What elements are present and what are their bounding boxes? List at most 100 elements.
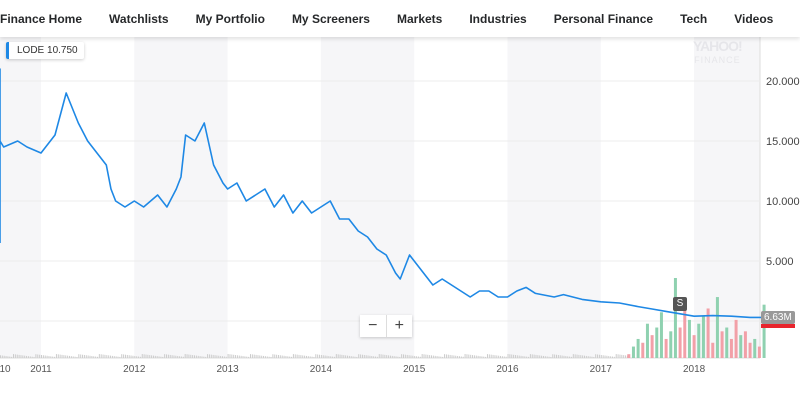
volume-bar — [235, 355, 237, 358]
split-marker[interactable]: S — [673, 297, 687, 311]
nav-item-my-portfolio[interactable]: My Portfolio — [195, 11, 265, 26]
volume-bar — [589, 356, 591, 358]
volume-bar — [147, 354, 149, 358]
volume-bar — [113, 356, 115, 358]
volume-bar — [425, 354, 427, 358]
volume-bar — [399, 356, 401, 358]
volume-bar — [361, 354, 363, 358]
volume-bar — [186, 354, 188, 358]
volume-bar — [697, 323, 701, 358]
volume-bar — [451, 355, 453, 358]
volume-bar — [61, 354, 63, 358]
volume-bar — [124, 354, 126, 358]
x-tick-label: 2017 — [590, 364, 613, 375]
nav-item-videos[interactable]: Videos — [734, 11, 774, 26]
volume-bar — [655, 327, 659, 358]
volume-bar — [70, 356, 72, 358]
volume-bar — [729, 338, 733, 358]
x-tick-label: 2016 — [496, 364, 519, 375]
volume-bar — [11, 356, 13, 358]
volume-bar — [595, 354, 597, 358]
zoom-in-button[interactable]: + — [394, 317, 404, 334]
volume-bar — [48, 356, 50, 358]
volume-bar — [134, 356, 136, 358]
volume-bar — [725, 327, 729, 358]
volume-bar — [373, 356, 375, 358]
x-tick-label: 2013 — [216, 364, 239, 375]
volume-bar — [472, 355, 474, 358]
volume-bar — [210, 354, 212, 358]
volume-bar — [115, 356, 117, 358]
nav-item-finance-home[interactable]: Finance Home — [0, 11, 83, 26]
nav-item-industries[interactable]: Industries — [469, 11, 527, 26]
nav-item-tech[interactable]: Tech — [680, 11, 708, 26]
volume-bar — [537, 355, 539, 358]
volume-bar — [179, 356, 181, 358]
volume-bar — [7, 356, 9, 358]
volume-bar — [139, 356, 141, 358]
volume-bar — [548, 356, 550, 358]
volume-bar — [363, 354, 365, 358]
volume-bar — [201, 356, 203, 358]
volume-bar — [190, 354, 192, 358]
volume-bar — [432, 355, 434, 358]
volume-bar — [248, 356, 250, 358]
volume-bar — [701, 316, 705, 358]
nav-item-watchlists[interactable]: Watchlists — [109, 11, 169, 26]
year-band — [0, 37, 41, 358]
volume-bar — [567, 356, 569, 358]
volume-bar — [762, 304, 766, 358]
volume-bar — [233, 354, 235, 358]
volume-bar — [37, 354, 39, 358]
volume-bar — [143, 354, 145, 358]
volume-bar — [104, 354, 106, 358]
volume-bar — [57, 354, 59, 358]
price-line — [0, 68, 765, 319]
volume-bar — [305, 355, 307, 358]
volume-bar — [492, 354, 494, 358]
volume-bar — [570, 356, 572, 358]
volume-bar — [466, 354, 468, 358]
volume-bar — [386, 355, 388, 358]
volume-bar — [345, 355, 347, 358]
volume-bar — [320, 355, 322, 358]
volume-bar — [572, 354, 574, 358]
volume-bar — [231, 354, 233, 358]
volume-bar — [636, 338, 640, 358]
volume-bar — [255, 354, 257, 358]
volume-bar — [597, 354, 599, 358]
volume-bar — [67, 355, 69, 358]
volume-bar — [93, 356, 95, 358]
volume-bar — [281, 355, 283, 358]
volume-bar — [494, 355, 496, 358]
nav-item-personal-finance[interactable]: Personal Finance — [553, 11, 654, 26]
volume-bar — [462, 356, 464, 358]
volume-bar — [319, 354, 321, 358]
x-tick-label: 2012 — [123, 364, 146, 375]
volume-bar — [156, 356, 158, 358]
volume-bar — [371, 356, 373, 358]
volume-bar — [145, 354, 147, 358]
volume-bar — [352, 356, 354, 358]
volume-bar — [706, 308, 710, 358]
volume-bar — [561, 355, 563, 358]
volume-bar — [479, 356, 481, 358]
volume-bar — [397, 356, 399, 358]
volume-bar — [298, 354, 300, 358]
volume-bar — [291, 356, 293, 358]
legend-value: 10.750 — [47, 45, 78, 56]
volume-bar — [444, 354, 446, 358]
volume-bar — [111, 355, 113, 358]
nav-item-markets[interactable]: Markets — [396, 11, 443, 26]
volume-bar — [711, 342, 715, 358]
volume-bar — [576, 354, 578, 358]
yahoo-finance-watermark: YAHOO! FINANCE — [693, 39, 743, 66]
volume-bar — [177, 355, 179, 358]
volume-bar — [384, 354, 386, 358]
volume-bar — [42, 355, 44, 358]
zoom-out-button[interactable]: − — [360, 315, 387, 337]
volume-bar — [154, 355, 156, 358]
volume-bar — [354, 356, 356, 358]
nav-item-my-screeners[interactable]: My Screeners — [291, 11, 370, 26]
